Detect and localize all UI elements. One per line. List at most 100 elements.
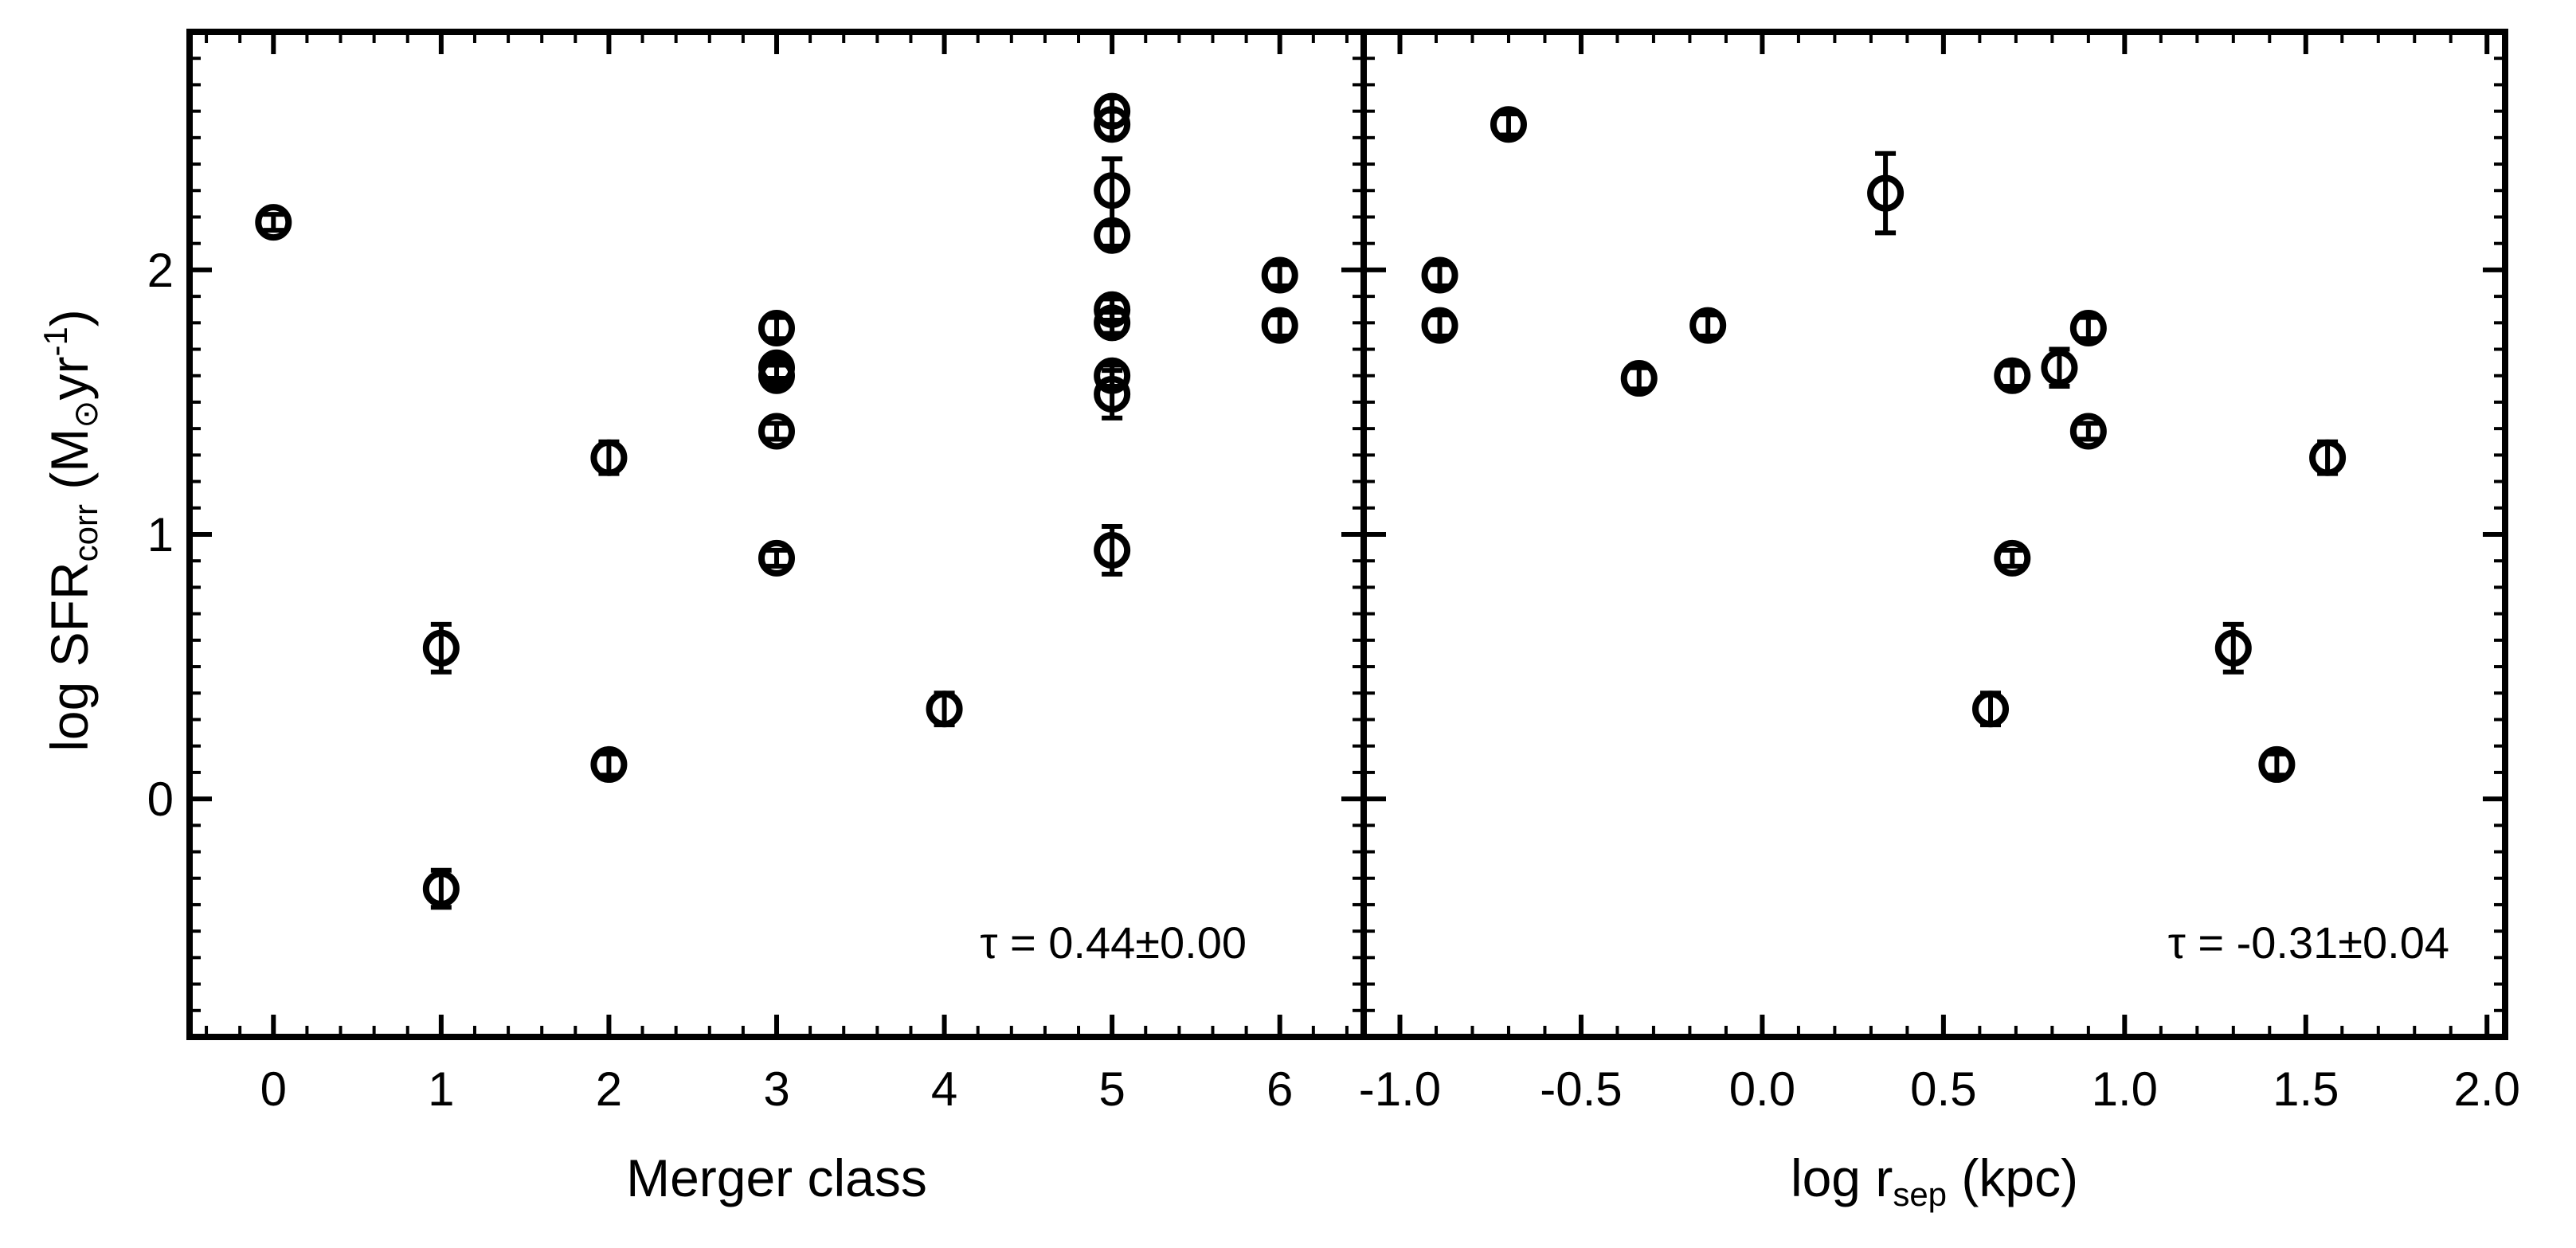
y-axis-label-close: ) — [40, 309, 99, 327]
data-marker — [1689, 307, 1727, 344]
data-marker — [1261, 307, 1298, 344]
data-marker — [758, 413, 795, 450]
data-point — [1261, 256, 1298, 294]
left-panel-data-points — [255, 92, 1298, 910]
data-marker — [2309, 439, 2347, 476]
x-tick-label: 2 — [596, 1062, 622, 1116]
y-axis-label-unit: yr — [40, 357, 99, 401]
x-tick-label: 1.5 — [2273, 1062, 2339, 1116]
data-point — [1421, 307, 1458, 344]
data-point — [1867, 151, 1905, 236]
x-axis-label-prefix: log r — [1791, 1148, 1893, 1207]
data-point — [2069, 309, 2107, 346]
data-point — [1421, 256, 1458, 294]
data-point — [1094, 217, 1131, 254]
right-panel-x-axis-label: log rsep (kpc) — [1791, 1148, 2078, 1213]
data-marker — [1994, 357, 2031, 394]
data-point — [1972, 691, 2010, 728]
data-point — [590, 439, 628, 476]
data-marker — [590, 745, 628, 783]
x-tick-label: -1.0 — [1359, 1062, 1441, 1116]
data-point — [2069, 413, 2107, 450]
data-marker — [926, 691, 963, 728]
left-panel-x-axis-label: Merger class — [626, 1148, 927, 1207]
data-marker — [590, 439, 628, 476]
tau-symbol: τ — [980, 917, 997, 968]
x-tick-label: 0.0 — [1729, 1062, 1795, 1116]
data-marker — [2069, 309, 2107, 346]
data-point — [1094, 304, 1131, 342]
data-marker — [2069, 413, 2107, 450]
y-axis-label-prefix: log SFR — [40, 561, 99, 751]
left-panel-y-tick-labels: 0 1 2 — [147, 244, 174, 826]
y-axis-label-subscript: corr — [67, 504, 104, 561]
right-panel-tau-annotation: τ = -0.31±0.04 — [2168, 917, 2449, 968]
data-point — [758, 413, 795, 450]
data-marker — [1094, 106, 1131, 143]
sun-symbol: ⊙ — [67, 401, 104, 428]
y-tick-label: 2 — [147, 244, 174, 297]
data-point — [926, 691, 963, 728]
x-tick-label: 0.5 — [1910, 1062, 1976, 1116]
data-marker — [758, 357, 795, 394]
left-panel-tau-annotation: τ = 0.44±0.00 — [980, 917, 1247, 968]
data-marker — [422, 870, 460, 908]
x-tick-label: 6 — [1266, 1062, 1293, 1116]
x-axis-label-subscript: sep — [1893, 1176, 1947, 1213]
y-tick-label: 0 — [147, 773, 174, 826]
data-marker — [758, 539, 795, 577]
tau-symbol: τ — [2168, 917, 2186, 968]
data-point — [2214, 621, 2252, 675]
data-marker — [1421, 256, 1458, 294]
data-marker — [2041, 349, 2078, 386]
right-panel-frame — [1360, 29, 2508, 1040]
data-marker — [1972, 691, 2010, 728]
y-axis-label-paren: (M — [40, 428, 99, 504]
data-point — [1261, 307, 1298, 344]
data-point — [1689, 307, 1727, 344]
data-point — [758, 539, 795, 577]
data-marker — [1867, 174, 1905, 212]
data-marker — [1994, 539, 2031, 577]
y-axis-label-superscript: -1 — [37, 327, 74, 356]
left-panel-major-ticks — [190, 32, 1364, 1037]
svg-text:log SFRcorr (M⊙yr-1): log SFRcorr (M⊙yr-1) — [37, 309, 104, 752]
data-marker — [255, 204, 292, 241]
y-tick-label: 1 — [147, 508, 174, 561]
data-point — [2041, 346, 2078, 389]
data-marker — [1094, 304, 1131, 342]
data-marker — [2258, 745, 2296, 783]
data-point — [758, 357, 795, 394]
tau-value: = -0.31±0.04 — [2186, 917, 2449, 968]
x-tick-label: 2.0 — [2454, 1062, 2520, 1116]
left-panel-x-tick-labels: 0 1 2 3 4 5 6 — [260, 1062, 1294, 1116]
data-marker — [1094, 375, 1131, 413]
data-point — [422, 621, 460, 675]
y-axis-label: log SFRcorr (M⊙yr-1) — [37, 309, 104, 752]
x-tick-label: 4 — [931, 1062, 957, 1116]
data-point — [255, 204, 292, 241]
tau-value: = 0.44±0.00 — [997, 917, 1247, 968]
data-marker — [758, 309, 795, 346]
data-marker — [1490, 106, 1527, 143]
x-tick-label: 5 — [1098, 1062, 1125, 1116]
x-tick-label: 1.0 — [2092, 1062, 2158, 1116]
data-marker — [1620, 360, 1658, 397]
data-point — [1094, 106, 1131, 143]
right-panel-x-tick-labels: -1.0 -0.5 0.0 0.5 1.0 1.5 2.0 — [1359, 1062, 2520, 1116]
data-marker — [1261, 256, 1298, 294]
data-marker — [1094, 531, 1131, 569]
data-point — [1994, 357, 2031, 394]
data-point — [2309, 439, 2347, 476]
data-marker — [422, 629, 460, 667]
data-point — [590, 745, 628, 783]
data-marker — [1421, 307, 1458, 344]
data-point — [1490, 106, 1527, 143]
x-axis-label-suffix: (kpc) — [1947, 1148, 2078, 1207]
x-tick-label: 0 — [260, 1062, 287, 1116]
data-marker — [2214, 629, 2252, 667]
right-panel: -1.0 -0.5 0.0 0.5 1.0 1.5 2.0 τ = -0.31±0.04 l… — [1359, 29, 2520, 1213]
x-tick-label: -0.5 — [1540, 1062, 1622, 1116]
